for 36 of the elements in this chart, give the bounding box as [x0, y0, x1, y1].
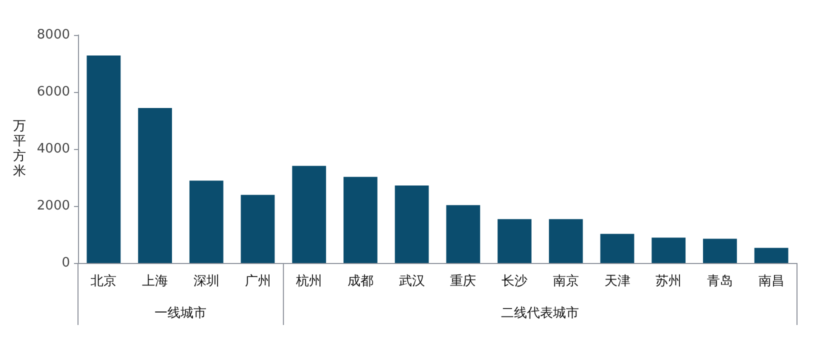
bar	[548, 219, 583, 263]
y-tick-label: 0	[62, 256, 70, 270]
x-tick-label: 深圳	[193, 274, 220, 289]
x-tick-label: 南昌	[758, 274, 784, 289]
bar	[344, 176, 378, 263]
x-tick-label: 青岛	[706, 274, 733, 289]
text: 一线城市	[154, 306, 207, 321]
bar	[703, 238, 737, 263]
bar	[498, 219, 532, 263]
text: 二线代表城市	[501, 306, 580, 321]
bar	[138, 108, 172, 263]
bar	[446, 205, 480, 263]
bar	[292, 166, 326, 263]
bar	[86, 56, 121, 263]
x-tick-label: 武汉	[398, 274, 425, 289]
bar	[240, 194, 275, 263]
y-axis-title: 万平方米	[13, 119, 26, 179]
x-tick-label: 广州	[244, 274, 271, 289]
x-tick-label: 成都	[347, 274, 374, 289]
x-tick-label: 上海	[142, 274, 168, 289]
x-tick-label: 天津	[604, 274, 630, 289]
y-tick-label: 8000	[36, 28, 70, 42]
x-tick-label: 南京	[552, 274, 579, 289]
bar	[652, 238, 686, 263]
x-tick-label: 重庆	[450, 274, 476, 289]
y-tick-label: 2000	[36, 198, 70, 214]
x-tick-label: 杭州	[295, 274, 322, 289]
y-tick-label: 6000	[36, 84, 70, 100]
bar	[394, 185, 429, 263]
x-tick-label: 北京	[90, 274, 117, 289]
bar	[754, 248, 788, 263]
bar	[189, 180, 224, 263]
x-tick-label: 苏州	[656, 274, 682, 289]
y-tick-label: 4000	[36, 142, 70, 156]
bar	[600, 234, 634, 263]
x-tick-label: 长沙	[502, 274, 528, 289]
